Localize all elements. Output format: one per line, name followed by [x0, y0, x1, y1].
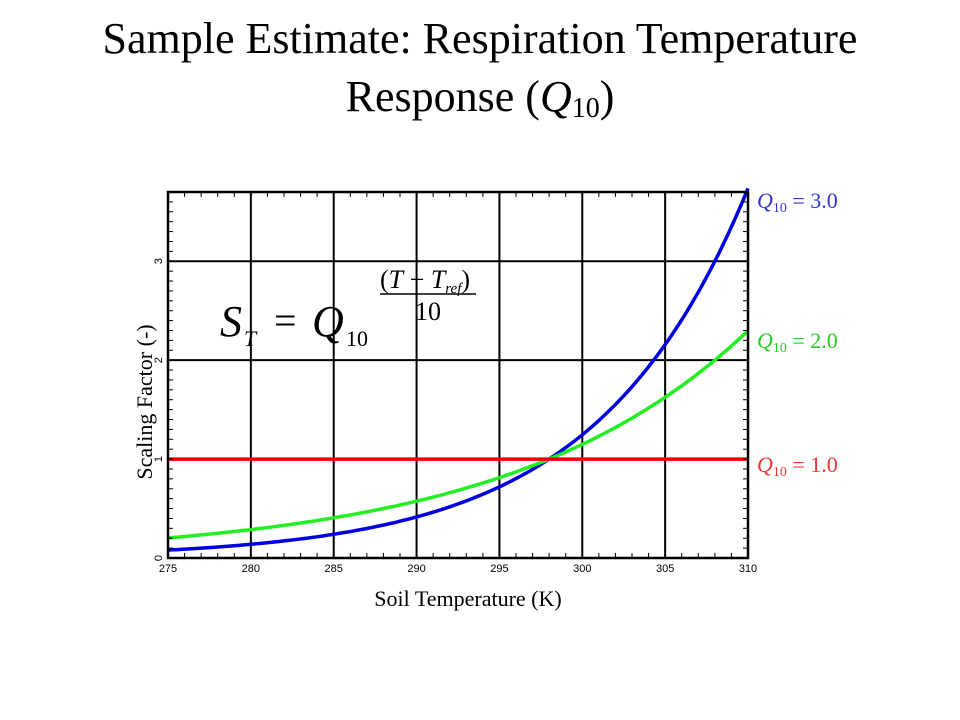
eq-equals: = — [274, 298, 297, 343]
eq-exp-minus: − — [403, 265, 431, 294]
series-line-q10-3-0 — [167, 187, 750, 552]
title-q: Q — [539, 72, 572, 121]
x-axis-title: Soil Temperature (K) — [374, 586, 561, 611]
eq-exp-close: ) — [461, 265, 470, 294]
series-label-q: Q — [757, 188, 773, 213]
eq-exp-open: ( — [380, 265, 389, 294]
x-tick-label: 300 — [573, 563, 591, 575]
y-tick-label: 2 — [153, 357, 165, 363]
x-tick-label: 295 — [490, 563, 508, 575]
title-line-1: Sample Estimate: Respiration Temperature — [102, 14, 858, 63]
x-tick-label: 280 — [242, 563, 260, 575]
series-label-value: = 3.0 — [787, 188, 838, 213]
eq-exp-tref: T — [431, 265, 447, 294]
title-close-paren: ) — [599, 72, 615, 121]
title-line-2: Response (Q10) — [40, 68, 920, 138]
equation: S T = Q 10 (T − Tref) 10 — [220, 265, 476, 351]
eq-lhs: S — [220, 297, 242, 346]
x-tick-label: 310 — [739, 563, 757, 575]
slide-title: Sample Estimate: Respiration Temperature… — [40, 10, 920, 138]
series-label: Q10 = 3.0 — [757, 188, 838, 216]
eq-exp-denominator: 10 — [415, 297, 441, 326]
eq-base: Q — [312, 297, 344, 346]
eq-exp-t: T — [389, 265, 405, 294]
y-tick-label: 0 — [153, 555, 165, 561]
y-tick-label: 3 — [153, 258, 165, 264]
x-tick-label: 305 — [656, 563, 674, 575]
series-label-q: Q — [757, 452, 773, 477]
title-q-sub: 10 — [571, 93, 600, 124]
series-group — [167, 187, 750, 552]
x-tick-label: 275 — [159, 563, 177, 575]
x-tick-label: 285 — [325, 563, 343, 575]
plot-frame — [166, 190, 750, 560]
series-label-sub: 10 — [773, 341, 787, 356]
series-label-value: = 1.0 — [787, 452, 838, 477]
series-line-q10-2-0 — [167, 329, 750, 540]
series-label: Q10 = 2.0 — [757, 328, 838, 356]
title-response: Response ( — [345, 72, 540, 121]
series-label-q: Q — [757, 328, 773, 353]
y-axis-title: Scaling Factor (-) — [132, 324, 157, 479]
series-label: Q10 = 1.0 — [757, 452, 838, 480]
eq-base-sub: 10 — [346, 326, 368, 351]
series-label-sub: 10 — [773, 465, 787, 480]
series-label-sub: 10 — [773, 201, 787, 216]
ticks: 275 280 285 290 295 300 305 310 0 1 2 3 — [153, 192, 757, 575]
eq-lhs-sub: T — [244, 326, 258, 351]
y-tick-label: 1 — [153, 456, 165, 462]
series-label-value: = 2.0 — [787, 328, 838, 353]
eq-exponent-numerator: (T − Tref) — [380, 265, 470, 297]
eq-exp-tref-sub: ref — [445, 281, 463, 297]
x-tick-label: 290 — [407, 563, 425, 575]
